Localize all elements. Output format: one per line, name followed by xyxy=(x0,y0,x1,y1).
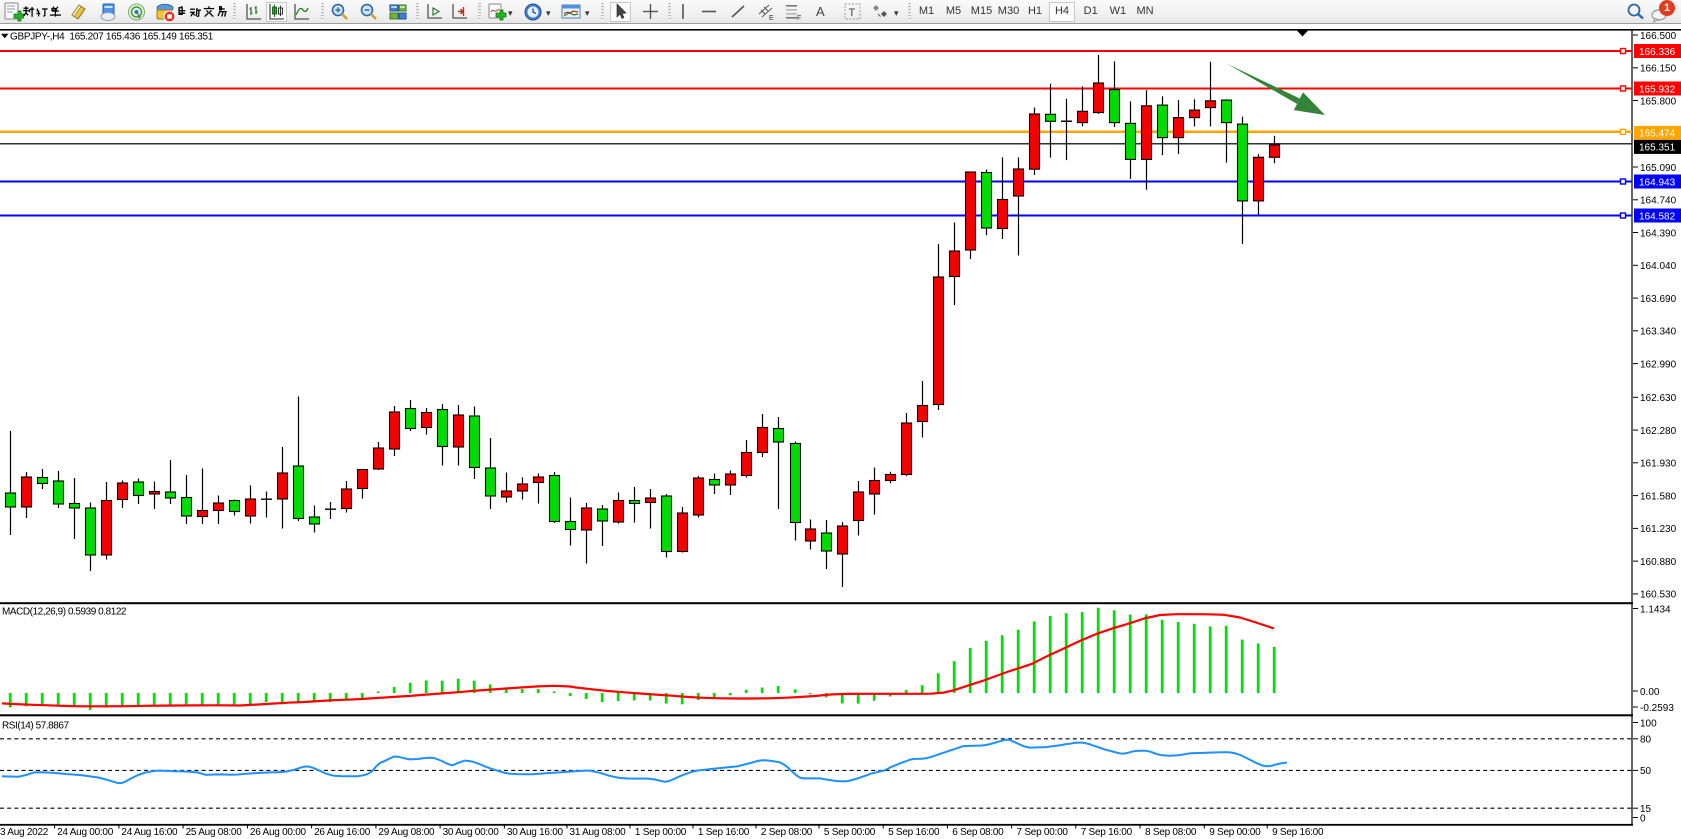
svg-text:100: 100 xyxy=(1640,718,1657,729)
svg-text:7 Sep 00:00: 7 Sep 00:00 xyxy=(1017,827,1069,838)
svg-text:162.630: 162.630 xyxy=(1640,393,1677,404)
svg-text:MACD(12,26,9) 0.5939 0.8122: MACD(12,26,9) 0.5939 0.8122 xyxy=(2,607,127,618)
svg-text:5 Sep 00:00: 5 Sep 00:00 xyxy=(824,827,876,838)
svg-text:160.530: 160.530 xyxy=(1640,590,1677,601)
svg-text:165.090: 165.090 xyxy=(1640,163,1677,174)
svg-text:160.880: 160.880 xyxy=(1640,557,1677,568)
svg-text:0.00: 0.00 xyxy=(1640,687,1660,698)
svg-text:162.990: 162.990 xyxy=(1640,359,1677,370)
svg-text:165.800: 165.800 xyxy=(1640,96,1677,107)
svg-text:RSI(14) 57.8867: RSI(14) 57.8867 xyxy=(2,721,70,732)
svg-text:50: 50 xyxy=(1640,766,1652,777)
svg-text:163.340: 163.340 xyxy=(1640,327,1677,338)
svg-text:164.582: 164.582 xyxy=(1639,211,1676,222)
svg-text:9 Sep 16:00: 9 Sep 16:00 xyxy=(1272,827,1324,838)
svg-text:161.230: 161.230 xyxy=(1640,524,1677,535)
svg-text:6 Sep 08:00: 6 Sep 08:00 xyxy=(952,827,1004,838)
svg-text:24 Aug 00:00: 24 Aug 00:00 xyxy=(57,827,114,838)
svg-text:5 Sep 16:00: 5 Sep 16:00 xyxy=(888,827,940,838)
svg-text:165.351: 165.351 xyxy=(1639,143,1676,154)
svg-text:1 Sep 16:00: 1 Sep 16:00 xyxy=(698,827,750,838)
svg-text:80: 80 xyxy=(1640,735,1652,746)
svg-text:162.280: 162.280 xyxy=(1640,426,1677,437)
svg-text:E: E xyxy=(769,15,774,22)
svg-text:9 Sep 00:00: 9 Sep 00:00 xyxy=(1209,827,1261,838)
svg-text:0: 0 xyxy=(1640,813,1646,824)
svg-text:2 Sep 08:00: 2 Sep 08:00 xyxy=(761,827,813,838)
svg-text:31 Aug 08:00: 31 Aug 08:00 xyxy=(570,827,627,838)
svg-text:T: T xyxy=(849,7,856,19)
svg-text:164.390: 164.390 xyxy=(1640,228,1677,239)
svg-text:26 Aug 16:00: 26 Aug 16:00 xyxy=(314,827,371,838)
svg-text:GBPJPY-,H4 165.207 165.436 16: GBPJPY-,H4 165.207 165.436 165.149 165.3… xyxy=(10,32,214,43)
svg-text:163.690: 163.690 xyxy=(1640,294,1677,305)
svg-text:24 Aug 16:00: 24 Aug 16:00 xyxy=(121,827,178,838)
svg-text:166.336: 166.336 xyxy=(1639,47,1676,58)
svg-text:7 Sep 16:00: 7 Sep 16:00 xyxy=(1081,827,1133,838)
svg-text:164.040: 164.040 xyxy=(1640,261,1677,272)
svg-text:30 Aug 16:00: 30 Aug 16:00 xyxy=(507,827,564,838)
svg-text:29 Aug 08:00: 29 Aug 08:00 xyxy=(378,827,435,838)
svg-text:-0.2593: -0.2593 xyxy=(1640,703,1674,714)
svg-text:26 Aug 00:00: 26 Aug 00:00 xyxy=(250,827,307,838)
svg-text:25 Aug 08:00: 25 Aug 08:00 xyxy=(186,827,243,838)
svg-text:1.1434: 1.1434 xyxy=(1640,604,1671,615)
svg-text:30 Aug 00:00: 30 Aug 00:00 xyxy=(443,827,500,838)
svg-text:165.474: 165.474 xyxy=(1639,129,1676,140)
svg-text:161.580: 161.580 xyxy=(1640,491,1677,502)
svg-text:3 Aug 2022: 3 Aug 2022 xyxy=(0,827,49,838)
svg-text:166.500: 166.500 xyxy=(1640,31,1677,42)
svg-text:161.930: 161.930 xyxy=(1640,459,1677,470)
svg-text:15: 15 xyxy=(1640,804,1652,815)
svg-text:1 Sep 00:00: 1 Sep 00:00 xyxy=(635,827,687,838)
svg-text:165.932: 165.932 xyxy=(1639,84,1676,95)
svg-text:8 Sep 08:00: 8 Sep 08:00 xyxy=(1145,827,1197,838)
svg-text:164.943: 164.943 xyxy=(1639,177,1676,188)
svg-text:164.740: 164.740 xyxy=(1640,196,1677,207)
svg-text:166.150: 166.150 xyxy=(1640,64,1677,75)
svg-text:F: F xyxy=(797,15,801,22)
